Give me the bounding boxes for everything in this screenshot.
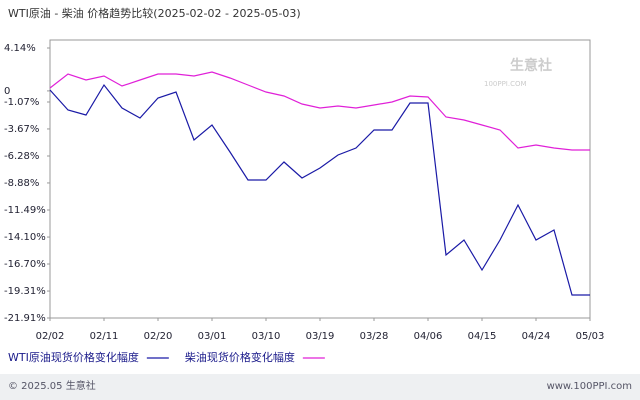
y-tick-label: 0 <box>4 86 10 97</box>
y-tick-label: -8.88% <box>4 178 39 189</box>
x-tick-label: 02/20 <box>144 331 173 342</box>
y-tick-label: -3.67% <box>4 124 39 135</box>
x-tick-label: 04/15 <box>468 331 497 342</box>
y-tick-label: -19.31% <box>4 286 46 297</box>
y-tick-label: -6.28% <box>4 151 39 162</box>
legend-label: WTI原油现货价格变化幅度 <box>8 350 139 364</box>
y-tick-label: 4.14% <box>4 43 36 54</box>
footer-right: www.100PPI.com <box>547 381 632 392</box>
y-tick-label: -14.10% <box>4 232 46 243</box>
y-tick-label: -1.07% <box>4 97 39 108</box>
footer-left: © 2025.05 生意社 <box>8 379 96 392</box>
series-line <box>49 71 590 151</box>
watermark: 生意社 <box>510 57 552 74</box>
chart-title: WTI原油 - 柴油 价格趋势比较(2025-02-02 - 2025-05-0… <box>8 6 301 20</box>
x-tick-label: 04/06 <box>414 331 443 342</box>
x-tick-label: 02/02 <box>36 331 65 342</box>
watermark-sub: 100PPI.COM <box>484 80 527 88</box>
x-tick-label: 04/24 <box>522 331 551 342</box>
x-tick-label: 03/01 <box>198 331 227 342</box>
x-tick-label: 03/19 <box>306 331 335 342</box>
x-tick-label: 02/11 <box>90 331 119 342</box>
y-tick-label: -21.91% <box>4 313 46 324</box>
series-line <box>49 83 590 296</box>
x-tick-label: 05/03 <box>576 331 605 342</box>
y-tick-label: -11.49% <box>4 205 46 216</box>
y-tick-label: -16.70% <box>4 259 46 270</box>
footer-bar <box>0 374 640 400</box>
legend-label: 柴油现货价格变化幅度 <box>185 350 295 364</box>
x-tick-label: 03/10 <box>252 331 281 342</box>
x-tick-label: 03/28 <box>360 331 389 342</box>
